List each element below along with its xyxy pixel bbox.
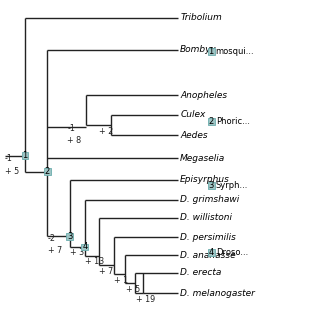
Text: 4: 4 xyxy=(82,242,87,251)
FancyBboxPatch shape xyxy=(208,48,215,55)
FancyBboxPatch shape xyxy=(208,249,215,256)
FancyBboxPatch shape xyxy=(44,168,51,175)
Text: D. ananasse: D. ananasse xyxy=(180,251,236,260)
Text: Megaselia: Megaselia xyxy=(180,154,225,163)
Text: -2: -2 xyxy=(48,234,56,243)
FancyBboxPatch shape xyxy=(22,152,28,159)
Text: D. persimilis: D. persimilis xyxy=(180,233,236,242)
Text: 3: 3 xyxy=(209,181,214,190)
FancyBboxPatch shape xyxy=(208,182,215,189)
Text: + 8: + 8 xyxy=(67,136,81,146)
Text: + 19: + 19 xyxy=(136,295,155,304)
FancyBboxPatch shape xyxy=(81,244,88,250)
Text: Anopheles: Anopheles xyxy=(180,91,227,100)
Text: + 1: + 1 xyxy=(114,276,128,285)
Text: + 2: + 2 xyxy=(99,127,113,136)
Text: D. melanogaster: D. melanogaster xyxy=(180,289,255,298)
Text: Droso...: Droso... xyxy=(216,248,248,257)
Text: -1: -1 xyxy=(5,154,13,163)
Text: Tribolium: Tribolium xyxy=(180,13,222,22)
Text: + 3: + 3 xyxy=(70,248,84,257)
Text: Bombyx: Bombyx xyxy=(180,45,217,54)
Text: D. willistoni: D. willistoni xyxy=(180,213,232,222)
Text: D. erecta: D. erecta xyxy=(180,268,221,277)
FancyBboxPatch shape xyxy=(67,233,73,240)
Text: Phoric...: Phoric... xyxy=(216,117,250,126)
Text: Episyrphus: Episyrphus xyxy=(180,175,230,184)
Text: 4: 4 xyxy=(209,248,214,257)
Text: D. grimshawi: D. grimshawi xyxy=(180,196,239,204)
Text: Syrph...: Syrph... xyxy=(216,181,248,190)
Text: 3: 3 xyxy=(67,232,72,241)
Text: + 5: + 5 xyxy=(126,285,140,294)
Text: 2: 2 xyxy=(209,117,214,126)
Text: Culex: Culex xyxy=(180,110,205,119)
Text: mosqui...: mosqui... xyxy=(216,47,254,56)
Text: + 5: + 5 xyxy=(5,167,19,176)
Text: Aedes: Aedes xyxy=(180,131,208,140)
Text: + 13: + 13 xyxy=(85,257,105,266)
Text: + 7: + 7 xyxy=(99,267,114,276)
Text: 1: 1 xyxy=(22,151,28,160)
Text: 1: 1 xyxy=(209,47,214,56)
Text: 2: 2 xyxy=(45,167,50,176)
Text: + 7: + 7 xyxy=(48,246,62,255)
FancyBboxPatch shape xyxy=(208,118,215,125)
Text: -1: -1 xyxy=(67,124,75,132)
